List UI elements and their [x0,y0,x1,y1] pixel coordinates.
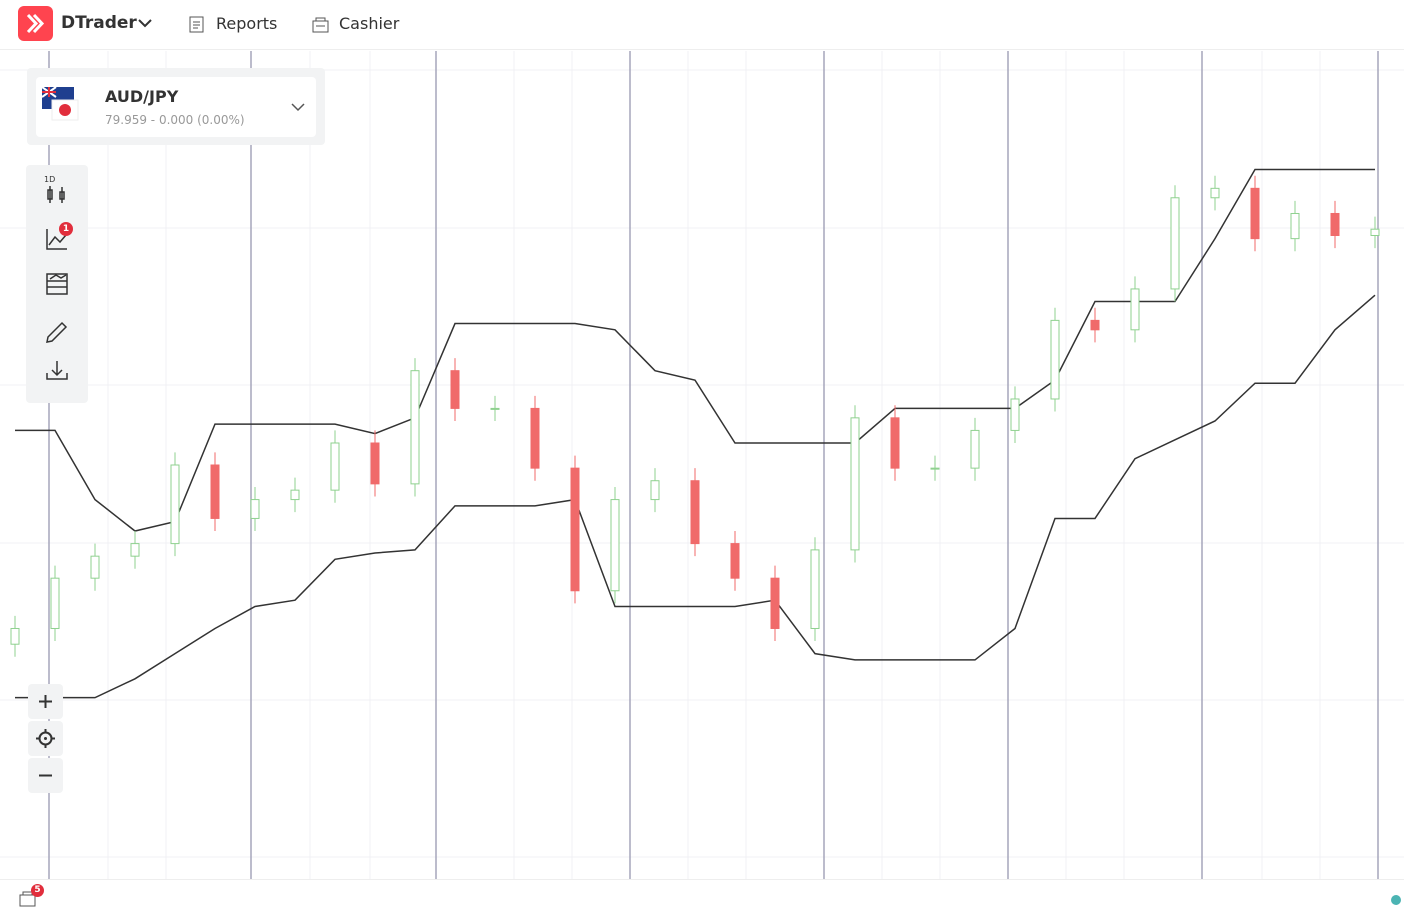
light-grid [0,51,1404,879]
candle-body [1050,319,1060,400]
interval-label[interactable]: 1D [44,175,56,184]
chevron[interactable] [138,18,152,28]
candle-body [850,417,860,551]
brand[interactable]: DTrader [61,13,137,33]
candle-body [650,480,660,501]
candle-body [1250,187,1260,240]
chevron[interactable] [291,102,305,112]
candle-body [130,543,140,557]
candle-body [170,464,180,545]
symbol-quote: 79.959 - 0.000 (0.00%) [105,113,245,127]
candle-body [50,577,60,629]
nav-cashier[interactable]: Cashier [339,14,400,33]
nav-reports[interactable]: Reports [216,14,278,33]
candle-body [1010,398,1020,431]
candle-body [890,417,900,469]
candle-body [490,407,500,410]
candle-body [1370,228,1380,236]
candle-body [970,429,980,469]
candle-body [210,464,220,519]
channel-line [15,294,1376,699]
candle-body [770,577,780,629]
symbol-panel[interactable]: AUD/JPY 79.959 - 0.000 (0.00%) [27,68,325,145]
recenter[interactable] [28,721,63,756]
status-dot [1391,895,1401,905]
crosshair-icon [36,729,55,748]
channel-line [15,168,1375,532]
candle-body [570,467,580,592]
positions-badge: 5 [31,884,44,897]
candle-body [1330,212,1340,236]
toolbar: 1D 1 [26,165,88,403]
zoom-in[interactable] [28,684,63,719]
candle-body [1290,212,1300,240]
candle-body [1090,319,1100,331]
indicator-badge: 1 [59,222,73,236]
footer: 5 [0,879,1404,919]
candle-body [450,370,460,409]
candle-body [10,627,20,645]
candle-body [810,549,820,629]
symbol-card[interactable]: AUD/JPY 79.959 - 0.000 (0.00%) [36,77,316,137]
candle-body [1130,288,1140,331]
candle-body [290,489,300,501]
minus-icon [39,774,52,777]
candle-body [610,499,620,592]
candle-body [250,499,260,519]
plus-icon [39,695,52,708]
candle-body [1170,197,1180,290]
candle-body [690,480,700,545]
reports-icon[interactable] [189,16,207,34]
candle-body [90,555,100,579]
logo[interactable] [18,6,54,42]
flag-icon [42,87,79,121]
candle-body [410,370,420,485]
candle-body [330,442,340,491]
candle-body [930,467,940,470]
zoom-out[interactable] [28,758,63,793]
header: DTrader Reports Cashier [0,0,1404,50]
candle-body [1210,187,1220,199]
candle-body [370,442,380,485]
symbol-name: AUD/JPY [105,87,179,106]
candle-body [730,543,740,579]
period-grid [48,51,1379,879]
cashier-icon[interactable] [312,16,330,34]
candle-body [530,407,540,469]
toolbar-icons[interactable] [26,165,88,403]
